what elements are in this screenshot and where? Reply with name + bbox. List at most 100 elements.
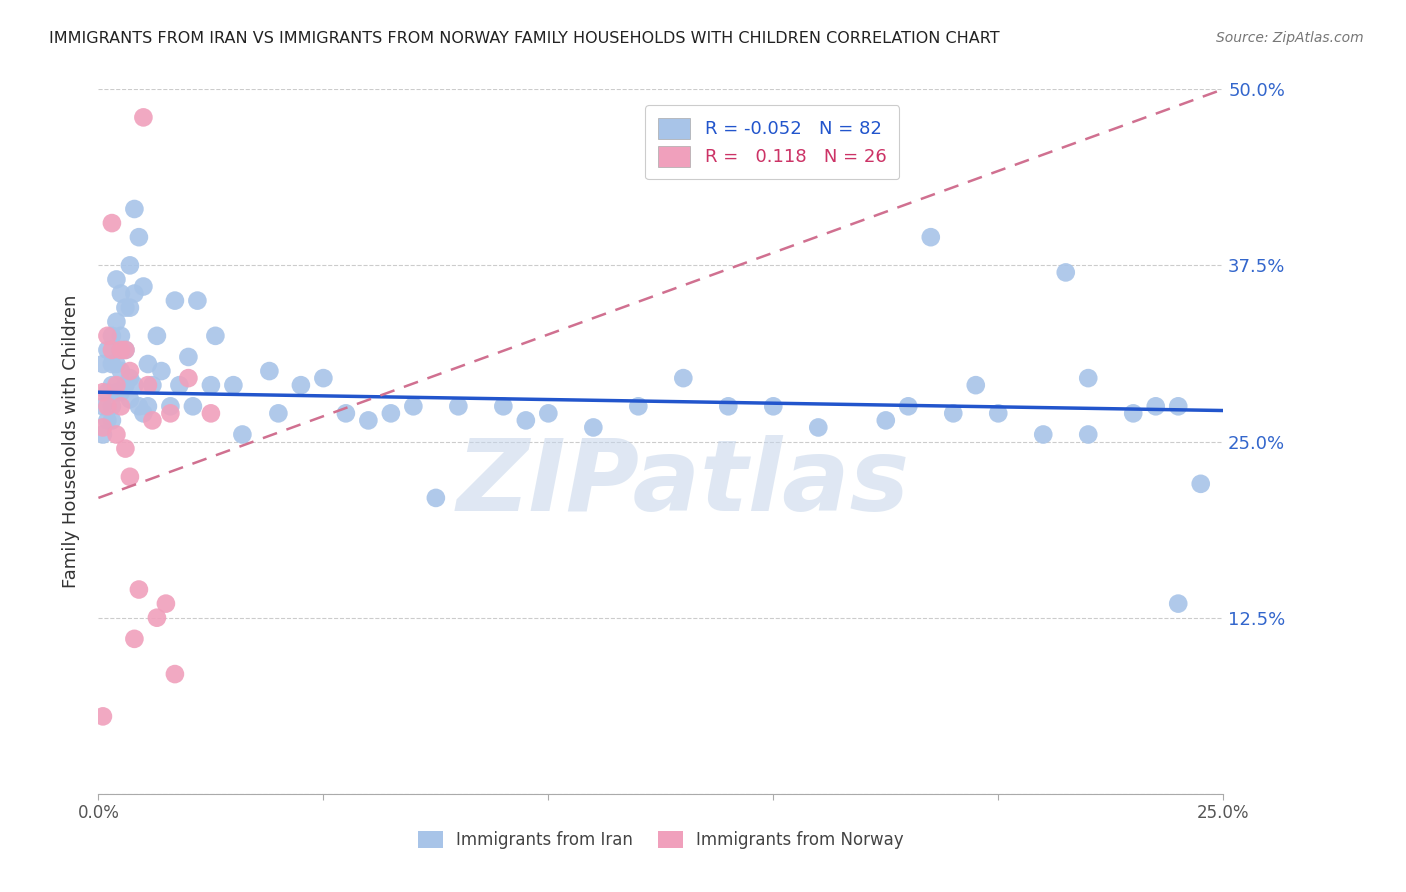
- Point: [110, 343, 132, 357]
- Point: [114, 343, 136, 357]
- Point: [105, 385, 128, 400]
- Point: [118, 392, 141, 407]
- Point: [128, 399, 150, 413]
- Point: [159, 399, 181, 413]
- Point: [1122, 406, 1144, 420]
- Point: [110, 328, 132, 343]
- Point: [141, 413, 163, 427]
- Point: [110, 385, 132, 400]
- Point: [91, 357, 114, 371]
- Point: [155, 597, 177, 611]
- Point: [91, 420, 114, 434]
- Point: [1032, 427, 1054, 442]
- Point: [101, 413, 124, 427]
- Point: [181, 399, 204, 413]
- Point: [132, 406, 155, 420]
- Point: [114, 378, 136, 392]
- Point: [920, 230, 942, 244]
- Point: [91, 709, 114, 723]
- Point: [101, 399, 124, 413]
- Point: [447, 399, 470, 413]
- Point: [96, 385, 118, 400]
- Point: [91, 427, 114, 442]
- Point: [136, 357, 159, 371]
- Point: [163, 667, 186, 681]
- Point: [114, 343, 136, 357]
- Point: [105, 357, 128, 371]
- Point: [101, 216, 124, 230]
- Point: [1189, 476, 1212, 491]
- Point: [136, 378, 159, 392]
- Point: [118, 469, 141, 483]
- Point: [105, 378, 128, 392]
- Point: [118, 301, 141, 315]
- Point: [875, 413, 897, 427]
- Legend: Immigrants from Iran, Immigrants from Norway: Immigrants from Iran, Immigrants from No…: [411, 824, 911, 856]
- Point: [312, 371, 335, 385]
- Point: [717, 399, 740, 413]
- Point: [141, 378, 163, 392]
- Point: [267, 406, 290, 420]
- Point: [110, 364, 132, 378]
- Point: [425, 491, 447, 505]
- Point: [101, 378, 124, 392]
- Point: [132, 279, 155, 293]
- Point: [105, 272, 128, 286]
- Point: [128, 230, 150, 244]
- Point: [897, 399, 920, 413]
- Point: [101, 343, 124, 357]
- Point: [231, 427, 253, 442]
- Text: ZIPatlas: ZIPatlas: [457, 435, 910, 533]
- Point: [132, 111, 155, 125]
- Point: [118, 364, 141, 378]
- Point: [128, 582, 150, 597]
- Point: [124, 202, 146, 216]
- Point: [1144, 399, 1167, 413]
- Point: [105, 315, 128, 329]
- Point: [96, 343, 118, 357]
- Point: [1167, 597, 1189, 611]
- Point: [1077, 371, 1099, 385]
- Point: [110, 399, 132, 413]
- Point: [380, 406, 402, 420]
- Point: [492, 399, 515, 413]
- Point: [515, 413, 537, 427]
- Point: [1167, 399, 1189, 413]
- Point: [169, 378, 191, 392]
- Point: [672, 371, 695, 385]
- Point: [159, 406, 181, 420]
- Point: [177, 371, 200, 385]
- Point: [96, 328, 118, 343]
- Text: IMMIGRANTS FROM IRAN VS IMMIGRANTS FROM NORWAY FAMILY HOUSEHOLDS WITH CHILDREN C: IMMIGRANTS FROM IRAN VS IMMIGRANTS FROM …: [49, 31, 1000, 46]
- Point: [204, 328, 226, 343]
- Point: [290, 378, 312, 392]
- Point: [105, 427, 128, 442]
- Point: [124, 286, 146, 301]
- Point: [627, 399, 650, 413]
- Point: [114, 442, 136, 456]
- Point: [942, 406, 965, 420]
- Point: [124, 632, 146, 646]
- Point: [96, 413, 118, 427]
- Point: [91, 399, 114, 413]
- Point: [136, 399, 159, 413]
- Point: [1077, 427, 1099, 442]
- Point: [200, 378, 222, 392]
- Point: [114, 301, 136, 315]
- Point: [118, 259, 141, 273]
- Point: [101, 328, 124, 343]
- Point: [150, 364, 173, 378]
- Point: [335, 406, 357, 420]
- Text: Source: ZipAtlas.com: Source: ZipAtlas.com: [1216, 31, 1364, 45]
- Y-axis label: Family Households with Children: Family Households with Children: [62, 295, 80, 588]
- Point: [96, 399, 118, 413]
- Point: [1054, 265, 1077, 279]
- Point: [163, 293, 186, 308]
- Point: [110, 286, 132, 301]
- Point: [762, 399, 785, 413]
- Point: [402, 399, 425, 413]
- Point: [101, 357, 124, 371]
- Point: [146, 610, 169, 624]
- Point: [807, 420, 830, 434]
- Point: [582, 420, 605, 434]
